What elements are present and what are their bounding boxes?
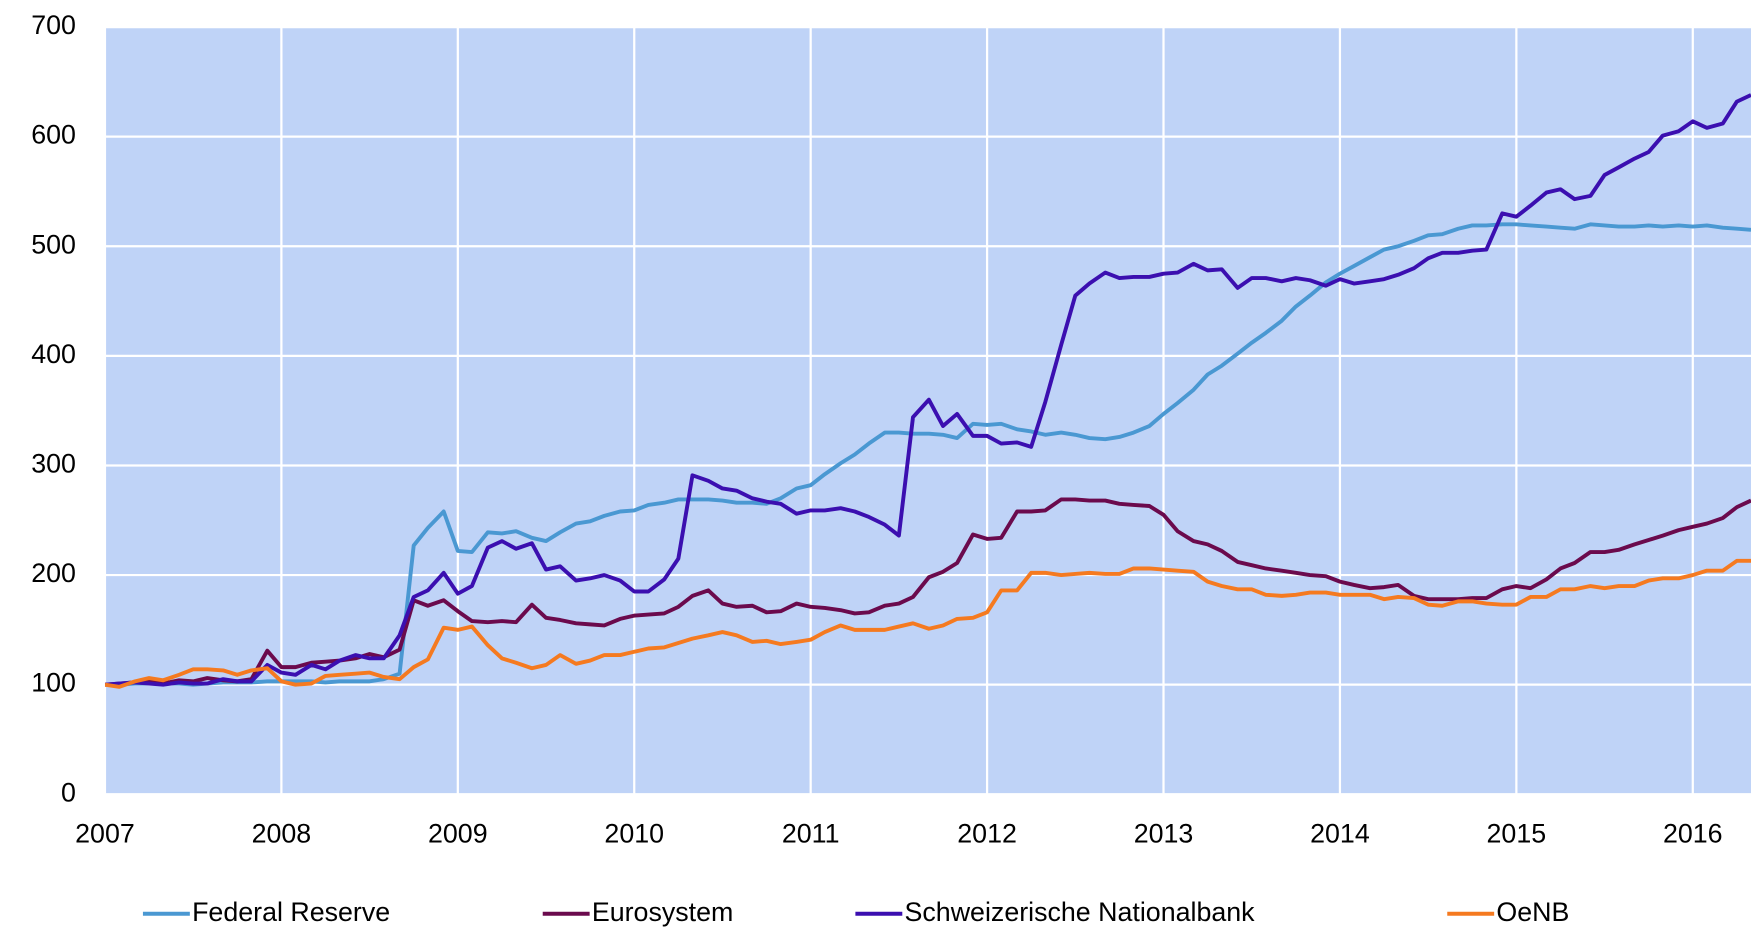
legend-label: OeNB [1496, 897, 1569, 927]
axis-labels: 0 100 200 300 400 500 600 700 2007 2008 2009 2010 20… [31, 10, 1722, 848]
legend-label: Schweizerische Nationalbank [905, 897, 1256, 927]
lines [104, 93, 1751, 689]
y-tick-label: 500 [31, 229, 76, 259]
x-tick-label: 2008 [252, 819, 312, 849]
series-line [104, 222, 1751, 687]
y-tick-label: 600 [31, 120, 76, 150]
y-tick-label: 700 [31, 10, 76, 40]
y-tick-label: 200 [31, 558, 76, 588]
x-tick-label: 2013 [1134, 819, 1194, 849]
series-line [104, 93, 1751, 687]
series-line [104, 497, 1751, 687]
x-tick-label: 2014 [1310, 819, 1370, 849]
x-tick-label: 2010 [604, 819, 664, 849]
y-tick-label: 0 [61, 777, 76, 807]
x-tick-label: 2007 [75, 819, 135, 849]
x-tick-label: 2012 [957, 819, 1017, 849]
series-line [104, 558, 1751, 689]
legend: Federal Reserve Eurosystem Schweizerische … [142, 897, 1569, 927]
x-tick-label: 2015 [1487, 819, 1547, 849]
legend-label: Eurosystem [592, 897, 733, 927]
plot-background [104, 27, 1751, 795]
y-tick-label: 400 [31, 339, 76, 369]
x-tick-label: 2016 [1663, 819, 1723, 849]
legend-label: Federal Reserve [192, 897, 390, 927]
plot-area [103, 25, 1751, 796]
y-tick-label: 100 [31, 668, 76, 698]
x-tick-label: 2011 [782, 819, 840, 849]
y-tick-label: 300 [31, 449, 76, 479]
x-tick-label: 2009 [428, 819, 488, 849]
